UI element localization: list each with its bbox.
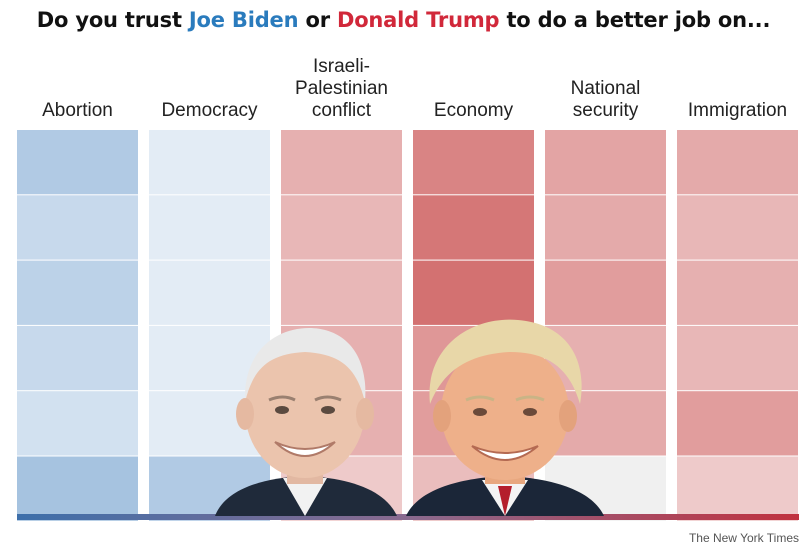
- title-suffix: to do a better job on...: [499, 8, 771, 32]
- color-scale-bar: [17, 514, 799, 520]
- heatmap-cell: [281, 130, 402, 195]
- column-label: Economy: [433, 100, 514, 121]
- chart-title: Do you trust Joe Biden or Donald Trump t…: [0, 8, 807, 32]
- title-candidate-biden: Joe Biden: [188, 8, 299, 32]
- heatmap-cell: [677, 456, 798, 521]
- heatmap-cell: [17, 130, 138, 195]
- joe-biden-photo: [215, 328, 397, 516]
- source-credit: The New York Times: [688, 531, 799, 545]
- title-middle: or: [298, 8, 337, 32]
- heatmap-cell: [545, 130, 666, 195]
- column-label: Israeli- Palestinian conflict: [295, 56, 388, 121]
- heatmap-cell: [413, 195, 534, 260]
- column-label: Immigration: [687, 100, 788, 121]
- heatmap-cell: [149, 260, 270, 325]
- heatmap-cell: [281, 260, 402, 325]
- color-scale-gradient: [17, 514, 799, 520]
- heatmap-cell: [17, 260, 138, 325]
- column-label: Democracy: [161, 100, 258, 121]
- heatmap-cell: [281, 195, 402, 260]
- donald-trump-photo: [406, 319, 604, 516]
- heatmap-cell: [149, 195, 270, 260]
- heatmap-cell: [413, 130, 534, 195]
- heatmap-cell: [677, 391, 798, 456]
- heatmap-cell: [677, 130, 798, 195]
- heatmap-cell: [545, 260, 666, 325]
- title-prefix: Do you trust: [36, 8, 189, 32]
- heatmap-cell: [413, 260, 534, 325]
- heatmap-cell: [545, 195, 666, 260]
- heatmap-cell: [17, 325, 138, 391]
- heatmap-cell: [677, 325, 798, 391]
- heatmap-cell: [149, 130, 270, 195]
- heatmap-cell: [677, 260, 798, 325]
- heatmap-cell: [17, 391, 138, 456]
- heatmap-cell: [17, 456, 138, 521]
- heatmap-cell: [17, 195, 138, 260]
- column-label: Abortion: [42, 100, 113, 121]
- column-label: National security: [570, 78, 641, 121]
- heatmap-cell: [677, 195, 798, 260]
- title-candidate-trump: Donald Trump: [336, 8, 500, 32]
